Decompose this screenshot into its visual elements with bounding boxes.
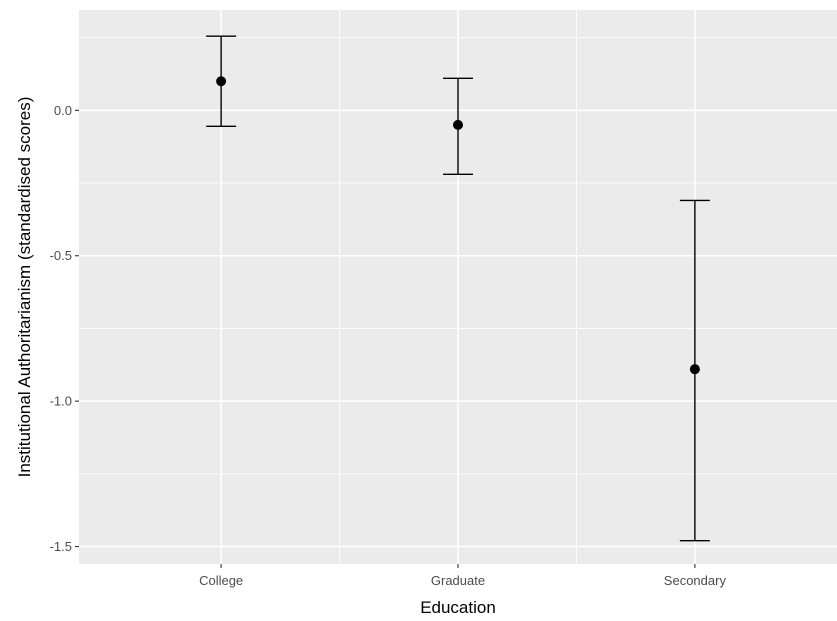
y-axis-title: Institutional Authoritarianism (standard… bbox=[15, 97, 34, 478]
x-tick-label: Graduate bbox=[431, 573, 485, 588]
x-tick-label: College bbox=[199, 573, 243, 588]
y-tick-label: -1.5 bbox=[50, 539, 72, 554]
data-points bbox=[216, 76, 700, 375]
x-axis-title: Education bbox=[420, 598, 496, 617]
y-axis-ticks: 0.0 -0.5 -1.0 -1.5 bbox=[50, 103, 79, 554]
data-point bbox=[453, 119, 463, 130]
y-tick-label: 0.0 bbox=[54, 103, 72, 118]
x-tick-label: Secondary bbox=[664, 573, 727, 588]
y-tick-label: -1.0 bbox=[50, 394, 72, 409]
y-tick-label: -0.5 bbox=[50, 248, 72, 263]
data-point bbox=[216, 76, 227, 87]
x-axis-ticks: College Graduate Secondary bbox=[199, 564, 726, 588]
data-point bbox=[689, 364, 700, 375]
